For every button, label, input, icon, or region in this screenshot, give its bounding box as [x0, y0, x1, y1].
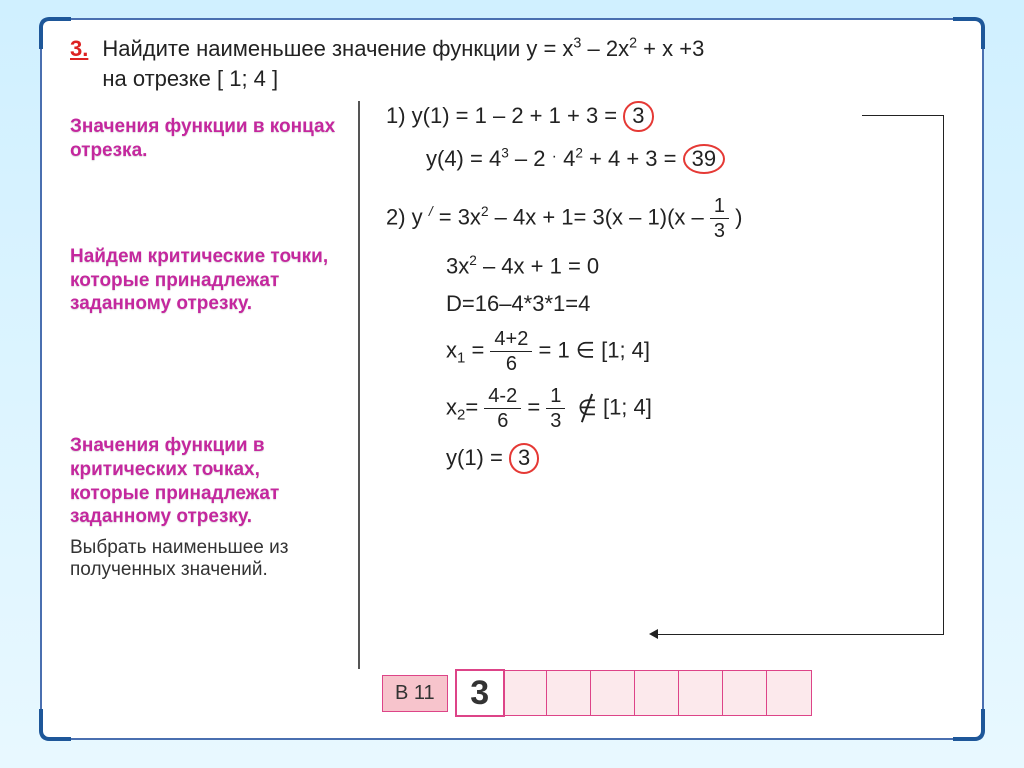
- slide-frame: 3. Найдите наименьшее значение функции y…: [40, 18, 984, 740]
- line-derivative: 2) y / = 3x2 – 4x + 1= 3(x – 1)(x – 1 3 …: [386, 196, 954, 241]
- answer-cell: [635, 671, 679, 715]
- line-x1: x1 = 4+2 6 = 1 ∈ [1; 4]: [446, 329, 954, 374]
- text: x: [446, 338, 457, 363]
- corner-tl: [39, 17, 71, 49]
- text: y(4) = 4: [426, 146, 501, 171]
- text: – 4x + 1= 3(x – 1)(x –: [495, 204, 710, 229]
- right-column: 1) y(1) = 1 – 2 + 1 + 3 = 3 y(4) = 43 – …: [360, 101, 954, 669]
- problem-header: 3. Найдите наименьшее значение функции y…: [42, 20, 982, 101]
- text: =: [471, 338, 490, 363]
- arrow-seg: [862, 115, 944, 116]
- num: 1: [546, 386, 565, 409]
- circled-answer: 3: [623, 101, 653, 131]
- fraction: 4+2 6: [490, 329, 532, 374]
- den: 3: [710, 219, 729, 241]
- answer-cell: [503, 671, 547, 715]
- line-discriminant: D=16–4*3*1=4: [446, 291, 954, 317]
- note-endpoints: Значения функции в концах отрезка.: [70, 115, 340, 163]
- num: 4-2: [484, 386, 521, 409]
- text: – 2: [515, 146, 546, 171]
- text: = 1: [538, 338, 575, 363]
- corner-bl: [39, 709, 71, 741]
- text: y(1) =: [446, 445, 509, 470]
- fraction: 1 3: [546, 386, 565, 431]
- circled-answer: 39: [683, 144, 725, 174]
- num: 1: [710, 196, 729, 219]
- text: =: [527, 395, 546, 420]
- answer-label: В 11: [382, 675, 448, 712]
- line-y4: y(4) = 43 – 2 · 42 + 4 + 3 = 39: [426, 144, 954, 174]
- answer-cell: 3: [455, 669, 505, 717]
- text: 3x: [446, 253, 469, 278]
- line-y1: 1) y(1) = 1 – 2 + 1 + 3 = 3: [386, 101, 954, 131]
- problem-number: 3.: [70, 34, 88, 64]
- text: – 4x + 1 = 0: [483, 253, 599, 278]
- content-area: Значения функции в концах отрезка. Найде…: [42, 101, 982, 669]
- belongs-symbol: ∈: [576, 338, 595, 363]
- note-pick-min: Выбрать наименьшее из полученных значени…: [70, 537, 340, 581]
- den: 3: [546, 409, 565, 431]
- fraction: 1 3: [710, 196, 729, 241]
- answer-row: В 11 3: [382, 670, 812, 716]
- answer-cell: [723, 671, 767, 715]
- answer-cells: 3: [456, 670, 812, 716]
- arrow-seg: [943, 115, 944, 635]
- arrow-seg: [654, 634, 944, 635]
- answer-cell: [679, 671, 723, 715]
- answer-cell: [591, 671, 635, 715]
- text: 4: [563, 146, 575, 171]
- left-column: Значения функции в концах отрезка. Найде…: [70, 101, 360, 669]
- den: 6: [490, 352, 532, 374]
- den: 6: [484, 409, 521, 431]
- not-belongs-symbol: ∈: [578, 395, 597, 421]
- corner-tr: [953, 17, 985, 49]
- text: [1; 4]: [603, 395, 652, 420]
- text: 2) y: [386, 204, 423, 229]
- text: = 3x: [439, 204, 481, 229]
- note-critical: Найдем критические точки, которые принад…: [70, 245, 340, 316]
- fraction: 4-2 6: [484, 386, 521, 431]
- line-quadratic: 3x2 – 4x + 1 = 0: [446, 253, 954, 279]
- arrow-head-icon: [649, 629, 658, 639]
- text: [1; 4]: [601, 338, 650, 363]
- problem-text: Найдите наименьшее значение функции y = …: [102, 34, 704, 93]
- note-crit-values: Значения функции в критических точках, к…: [70, 434, 340, 529]
- text: x: [446, 395, 457, 420]
- text: ): [735, 204, 742, 229]
- corner-br: [953, 709, 985, 741]
- answer-cell: [547, 671, 591, 715]
- answer-cell: [767, 671, 811, 715]
- circled-answer: 3: [509, 443, 539, 473]
- num: 4+2: [490, 329, 532, 352]
- text: 1) y(1) = 1 – 2 + 1 + 3 =: [386, 103, 617, 128]
- line-x2: x2= 4-2 6 = 1 3 ∈ [1; 4]: [446, 386, 954, 431]
- line-final: y(1) = 3: [446, 443, 954, 473]
- text: + 4 + 3 =: [589, 146, 676, 171]
